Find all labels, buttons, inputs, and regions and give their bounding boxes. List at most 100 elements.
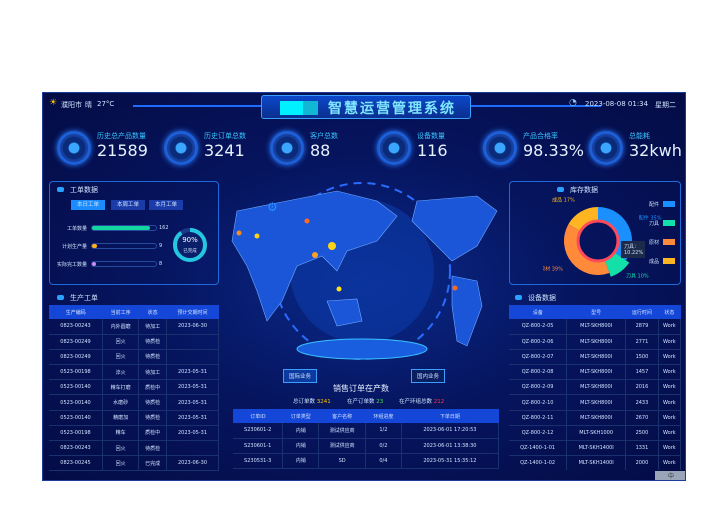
column-header: 状态	[138, 305, 167, 319]
kpi-pass-rate: 产品合格率 98.33%	[483, 131, 585, 167]
table-row[interactable]: 0523-00140 精磨加 待质检 2023-05-31	[49, 410, 219, 426]
table-row[interactable]: QZ-800-2-06 MLT-SKH800I 2771 Work	[509, 334, 681, 350]
legend-label: 配件	[649, 202, 660, 208]
table-cell: Work	[658, 349, 681, 366]
table-cell: Work	[658, 379, 681, 396]
pie-slice-刀具[interactable]	[604, 252, 630, 277]
tab-today[interactable]: 本日工单	[71, 200, 105, 210]
table-row[interactable]: 0823-00249 回火 待质检	[49, 334, 219, 350]
header-divider	[471, 105, 601, 107]
table-row[interactable]: 0523-00140 精车打磨 质检中 2023-05-31	[49, 379, 219, 396]
table-cell: 1/2	[365, 423, 402, 439]
table-row[interactable]: 0523-00198 淬火 待加工 2023-05-31	[49, 364, 219, 381]
sales-title: 销售订单在产数	[333, 384, 389, 393]
table-row[interactable]: QZ-1400-1-02 MLT-SKH1400I 2000 Work	[509, 455, 681, 470]
table-cell: 回火	[102, 334, 140, 350]
table-cell: 待质检	[138, 440, 167, 457]
table-cell: 已完成	[138, 455, 167, 472]
table-cell: 质检中	[138, 379, 167, 396]
table-row[interactable]: QZ-800-2-12 MLT-SKH1000 2500 Work	[509, 425, 681, 442]
table-cell: 待质检	[138, 394, 167, 411]
table-cell: Work	[658, 319, 681, 335]
pie-slice-成品[interactable]	[568, 207, 598, 232]
map-hotspot	[328, 242, 336, 250]
table-cell: 2023-05-31 15:35:12	[401, 453, 499, 470]
table-row[interactable]: 0823-00245 回火 已完成 2023-06-30	[49, 455, 219, 472]
table-cell: MLT-SKH800I	[566, 319, 627, 335]
table-row[interactable]: QZ-800-2-10 MLT-SKH800I 2433 Work	[509, 394, 681, 411]
inventory-donut: 配件 35% 刀具 10% 原材 39% 成品 17%	[543, 196, 662, 279]
domestic-business-button[interactable]: 国内业务	[411, 369, 446, 383]
table-cell: 2023-05-31	[166, 394, 219, 411]
table-cell: MLT-SKH1000	[566, 425, 627, 442]
progress-bar	[91, 225, 157, 231]
kpi-label: 客户总数	[310, 132, 338, 140]
kpi-label: 总能耗	[629, 132, 650, 140]
table-row[interactable]: QZ-800-2-11 MLT-SKH800I 2670 Work	[509, 410, 681, 426]
kpi-value: 98.33%	[523, 141, 585, 160]
label: 总订单数	[293, 399, 316, 405]
table-cell: 2023-06-01 17:20:53	[401, 423, 499, 439]
table-cell: 待质检	[138, 334, 167, 350]
continent-north-america	[411, 195, 498, 262]
table-cell: 待加工	[138, 364, 167, 381]
column-header: 设备	[509, 305, 567, 319]
kpi-label: 产品合格率	[523, 132, 558, 140]
bar-value: 9	[159, 243, 163, 249]
kpi-equipment: 设备数量 116	[377, 131, 477, 167]
world-map: ⚙	[231, 182, 498, 360]
table-row[interactable]: 0523-00140 水磨砂 待质检 2023-05-31	[49, 394, 219, 411]
table-cell: 2023-06-01 13:38:30	[401, 438, 499, 454]
table-cell: 2023-06-30	[166, 319, 219, 335]
table-cell: 0823-00249	[49, 349, 103, 366]
tab-week[interactable]: 本周工单	[111, 200, 145, 210]
watermark: 中	[655, 471, 685, 480]
table-row[interactable]: 0823-00243 回火 待质检	[49, 440, 219, 457]
table-row[interactable]: 0523-00198 精车 质检中 2023-05-31	[49, 425, 219, 442]
international-business-button[interactable]: 国际业务	[283, 369, 318, 383]
table-cell: 0523-00140	[49, 410, 103, 426]
pie-slice-原材[interactable]	[564, 224, 610, 275]
table-cell: 0/4	[365, 453, 402, 470]
table-row[interactable]: S230601-2 内销 测试供应商 1/2 2023-06-01 17:20:53	[233, 423, 499, 439]
kpi-customers: 客户总数 88	[270, 131, 370, 167]
title-decoration	[280, 101, 318, 115]
map-hotspot	[236, 230, 242, 236]
value: 3241	[316, 399, 331, 405]
table-cell: Work	[658, 455, 681, 470]
table-cell: MLT-SKH1400I	[566, 440, 627, 457]
table-cell: S230601-1	[233, 438, 284, 454]
table-row[interactable]: S230601-1 内销 测试供应商 0/2 2023-06-01 13:38:30	[233, 438, 499, 454]
table-cell: QZ-800-2-07	[509, 349, 568, 366]
table-row[interactable]: S230531-3 内销 SD 0/4 2023-05-31 15:35:12	[233, 453, 499, 470]
map-hotspot	[336, 286, 342, 292]
value: 212	[433, 399, 445, 405]
table-cell: 测试供应商	[318, 438, 366, 454]
production-table: 生产编码 当前工序 状态 预计交期时间 0823-00243 内外圆磨 待加工 2023-06…	[49, 305, 219, 480]
kpi-value: 21589	[97, 141, 148, 160]
globe-pedestal	[296, 338, 428, 360]
table-row[interactable]: QZ-800-2-05 MLT-SKH800I 2879 Work	[509, 319, 681, 335]
continent-australia	[326, 298, 363, 327]
table-cell	[166, 334, 219, 350]
table-cell: 回火	[102, 440, 140, 457]
table-cell: 精磨加	[102, 410, 140, 426]
table-row[interactable]: QZ-800-2-07 MLT-SKH800I 1500 Work	[509, 349, 681, 366]
weather: 晴	[85, 101, 92, 109]
tab-month[interactable]: 本月工单	[149, 200, 183, 210]
table-row[interactable]: QZ-800-2-09 MLT-SKH800I 2016 Work	[509, 379, 681, 396]
completion-ring	[173, 228, 207, 262]
table-row[interactable]: 0823-00243 内外圆磨 待加工 2023-06-30	[49, 319, 219, 335]
table-cell: MLT-SKH800I	[566, 379, 627, 396]
weekday: 星期二	[655, 101, 676, 109]
table-cell: 2879	[625, 319, 659, 335]
column-header: 运行时间	[625, 305, 659, 319]
table-row[interactable]: 0823-00249 回火 待质检	[49, 349, 219, 366]
inventory-title: 库存数据	[557, 185, 598, 195]
table-cell: 1457	[625, 364, 659, 381]
orb-icon	[589, 131, 623, 165]
work-orders-panel	[49, 181, 219, 285]
table-cell: SD	[318, 453, 366, 470]
table-row[interactable]: QZ-800-2-08 MLT-SKH800I 1457 Work	[509, 364, 681, 381]
table-row[interactable]: QZ-1400-1-01 MLT-SKH1400I 1331 Work	[509, 440, 681, 457]
